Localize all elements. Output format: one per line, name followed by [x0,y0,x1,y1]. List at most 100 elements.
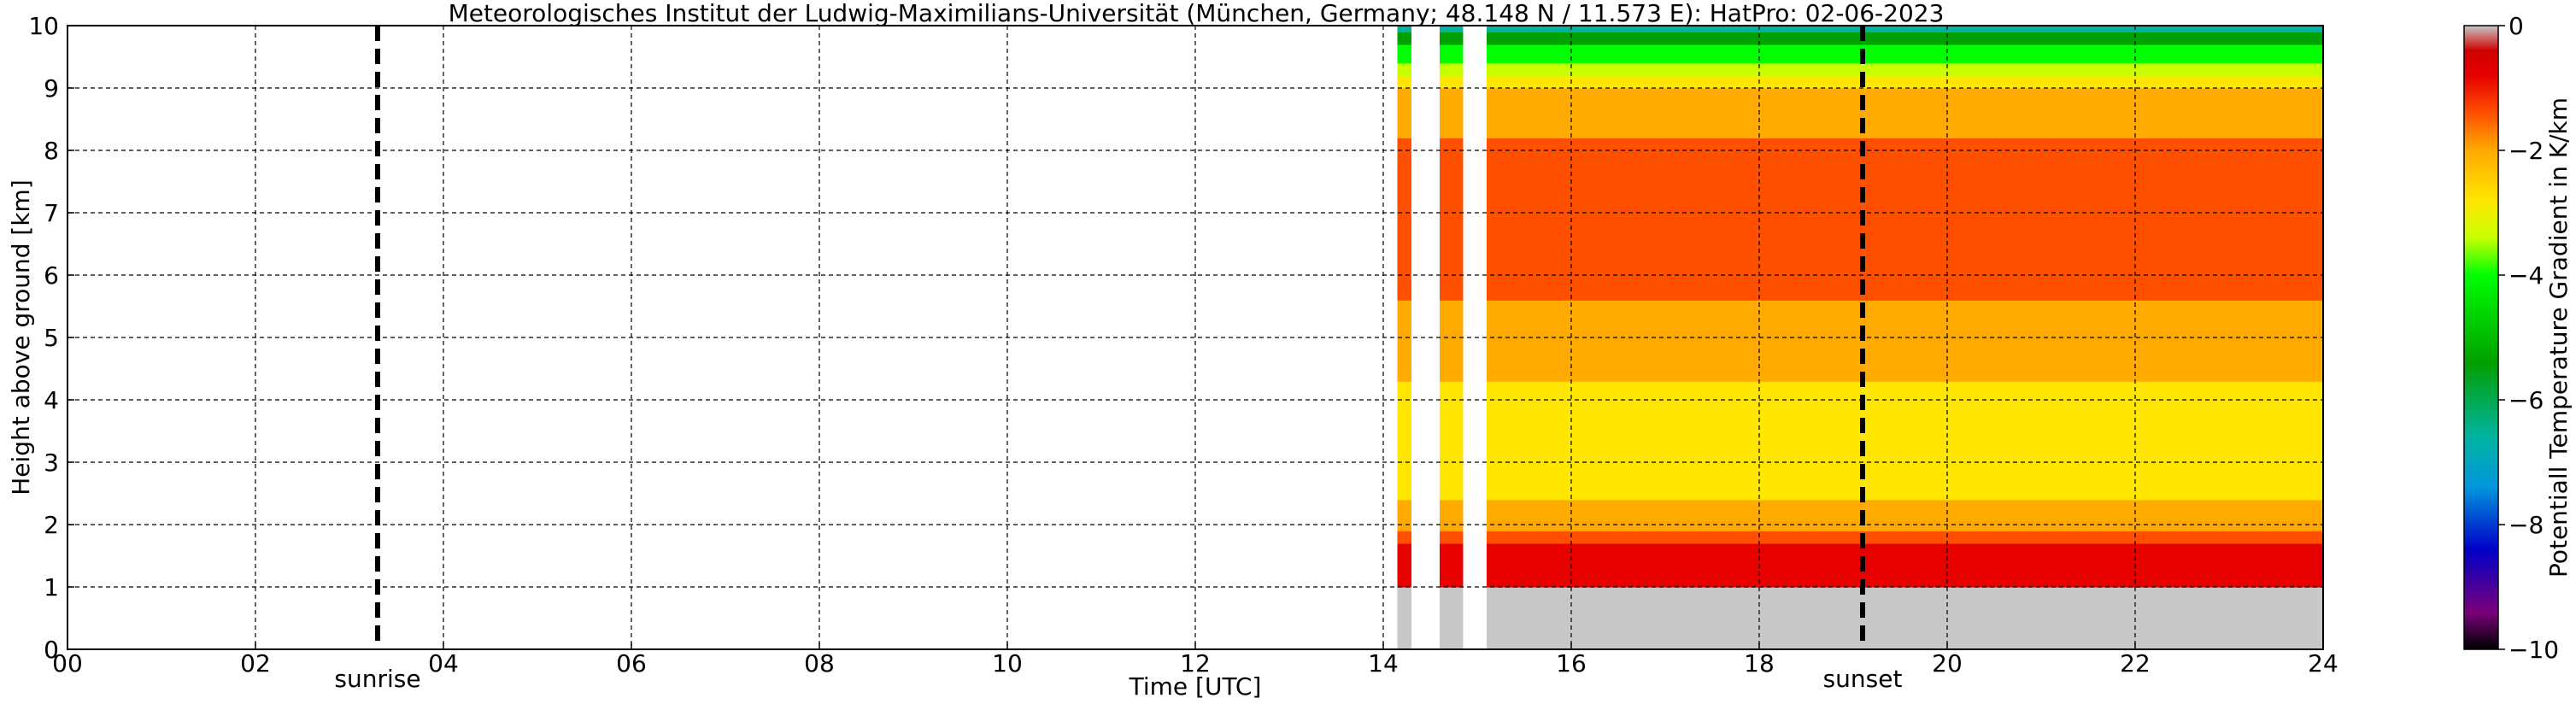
heatmap-cell [1487,618,2323,625]
heatmap-cell [1440,275,1464,282]
heatmap-cell [1487,106,2323,114]
x-tick-label: 18 [1744,649,1775,678]
heatmap-cell [1487,56,2323,64]
y-tick-label: 2 [44,511,59,539]
heatmap-cell [1440,249,1464,257]
heatmap-cell [1397,331,1411,338]
heatmap-cell [1397,62,1411,70]
heatmap-cell [1397,325,1411,332]
heatmap-cell [1440,50,1464,58]
heatmap-cell [1397,243,1411,251]
heatmap-cell [1487,537,2323,544]
heatmap-cell [1397,268,1411,276]
heatmap-cell [1397,175,1411,183]
heatmap-cell [1487,462,2323,469]
heatmap-cell [1397,225,1411,232]
heatmap-cell [1440,62,1464,70]
heatmap-cell [1397,249,1411,257]
heatmap-cell [1487,138,2323,145]
x-tick-label: 24 [2308,649,2338,678]
heatmap-cell [1487,275,2323,282]
heatmap-cell [1440,150,1464,157]
x-tick-label: 04 [428,649,459,678]
heatmap-cell [1440,268,1464,276]
heatmap-cell [1397,418,1411,425]
heatmap-cell [1397,499,1411,507]
heatmap-cell [1487,225,2323,232]
heatmap-cell [1397,81,1411,89]
heatmap-cell [1487,206,2323,214]
heatmap-cell [1397,618,1411,625]
x-tick-label: 06 [616,649,647,678]
heatmap-cell [1487,325,2323,332]
heatmap-cell [1440,412,1464,419]
heatmap-cell [1397,437,1411,444]
heatmap-cell [1397,387,1411,395]
heatmap-cell [1440,125,1464,132]
heatmap-cell [1440,256,1464,263]
heatmap-cell [1487,119,2323,126]
heatmap-cell [1440,206,1464,214]
heatmap-cell [1397,349,1411,357]
heatmap-cell [1440,213,1464,220]
heatmap-cell [1397,637,1411,644]
heatmap-cell [1440,219,1464,226]
heatmap-cell [1487,587,2323,594]
heatmap-cell [1440,406,1464,414]
heatmap-cell [1487,418,2323,425]
heatmap-cell [1487,268,2323,276]
heatmap-cell [1397,44,1411,51]
heatmap-cell [1397,337,1411,344]
heatmap-cell [1397,293,1411,301]
heatmap-layer [1397,26,2323,650]
heatmap-cell [1487,518,2323,525]
heatmap-cell [1397,343,1411,351]
heatmap-cell [1397,162,1411,170]
heatmap-cell [1487,213,2323,220]
heatmap-cell [1397,238,1411,245]
heatmap-cell [1397,362,1411,370]
heatmap-cell [1487,156,2323,164]
heatmap-cell [1440,26,1464,32]
heatmap-cell [1397,168,1411,176]
heatmap-cell [1487,431,2323,438]
heatmap-cell [1487,624,2323,631]
heatmap-cell [1487,531,2323,538]
heatmap-cell [1397,355,1411,363]
heatmap-cell [1487,94,2323,102]
x-tick-label: 00 [52,649,83,678]
heatmap-cell [1487,293,2323,301]
y-tick-label: 6 [44,261,59,290]
x-tick-label: 02 [240,649,271,678]
heatmap-cell [1397,574,1411,582]
heatmap-cell [1440,549,1464,557]
heatmap-cell [1397,138,1411,145]
x-tick-label: 20 [1932,649,1963,678]
colorbar-tick-label: −8 [2509,511,2544,539]
heatmap-cell [1440,331,1464,338]
heatmap-cell [1440,156,1464,164]
heatmap-cell [1397,512,1411,519]
heatmap-cell [1397,431,1411,438]
heatmap-cell [1487,44,2323,51]
heatmap-cell [1397,487,1411,495]
heatmap-cell [1397,555,1411,563]
heatmap-cell [1487,81,2323,89]
heatmap-cell [1397,38,1411,45]
heatmap-cell [1397,106,1411,114]
heatmap-cell [1440,480,1464,488]
heatmap-cell [1397,181,1411,189]
heatmap-cell [1487,331,2323,338]
x-tick-label: 08 [804,649,835,678]
heatmap-cell [1397,26,1411,32]
heatmap-cell [1487,231,2323,238]
grid-layer [67,26,2323,649]
heatmap-cell [1440,381,1464,388]
heatmap-cell [1487,200,2323,208]
heatmap-cell [1487,238,2323,245]
heatmap-cell [1487,449,2323,457]
heatmap-cell [1440,287,1464,295]
heatmap-cell [1397,393,1411,401]
heatmap-cell [1487,50,2323,58]
heatmap-cell [1487,362,2323,370]
